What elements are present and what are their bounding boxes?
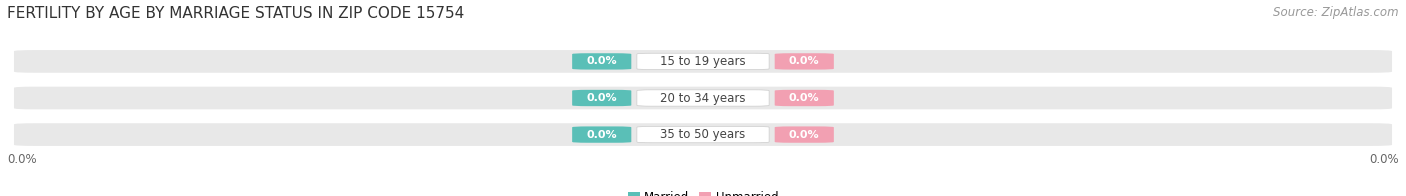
FancyBboxPatch shape bbox=[14, 87, 1392, 109]
Text: 0.0%: 0.0% bbox=[789, 56, 820, 66]
FancyBboxPatch shape bbox=[637, 53, 769, 70]
Text: 15 to 19 years: 15 to 19 years bbox=[661, 55, 745, 68]
Text: FERTILITY BY AGE BY MARRIAGE STATUS IN ZIP CODE 15754: FERTILITY BY AGE BY MARRIAGE STATUS IN Z… bbox=[7, 6, 464, 21]
FancyBboxPatch shape bbox=[775, 53, 834, 70]
FancyBboxPatch shape bbox=[14, 123, 1392, 146]
Text: 0.0%: 0.0% bbox=[7, 153, 37, 166]
Legend: Married, Unmarried: Married, Unmarried bbox=[628, 191, 778, 196]
Text: 0.0%: 0.0% bbox=[789, 93, 820, 103]
Text: 0.0%: 0.0% bbox=[1369, 153, 1399, 166]
FancyBboxPatch shape bbox=[572, 90, 631, 106]
FancyBboxPatch shape bbox=[775, 126, 834, 143]
FancyBboxPatch shape bbox=[14, 50, 1392, 73]
Text: 0.0%: 0.0% bbox=[586, 93, 617, 103]
FancyBboxPatch shape bbox=[572, 53, 631, 70]
Text: Source: ZipAtlas.com: Source: ZipAtlas.com bbox=[1274, 6, 1399, 19]
FancyBboxPatch shape bbox=[637, 90, 769, 106]
Text: 0.0%: 0.0% bbox=[586, 130, 617, 140]
Text: 35 to 50 years: 35 to 50 years bbox=[661, 128, 745, 141]
FancyBboxPatch shape bbox=[572, 126, 631, 143]
FancyBboxPatch shape bbox=[775, 90, 834, 106]
Text: 0.0%: 0.0% bbox=[789, 130, 820, 140]
FancyBboxPatch shape bbox=[637, 126, 769, 143]
Text: 0.0%: 0.0% bbox=[586, 56, 617, 66]
Text: 20 to 34 years: 20 to 34 years bbox=[661, 92, 745, 104]
